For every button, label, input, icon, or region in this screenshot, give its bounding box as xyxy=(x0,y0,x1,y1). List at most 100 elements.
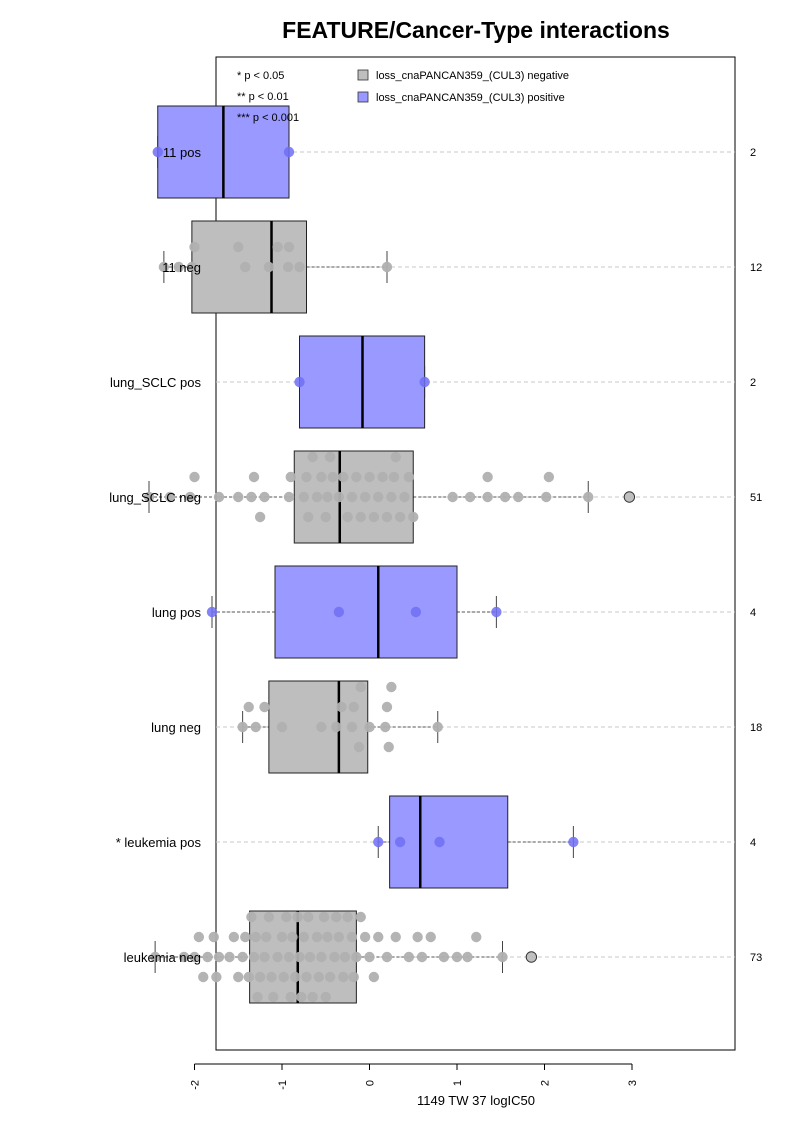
category-label: leukemia neg xyxy=(124,950,201,965)
data-point xyxy=(278,971,289,983)
data-point xyxy=(240,261,251,273)
category-row: 11 neg 12 xyxy=(158,220,762,314)
data-point xyxy=(213,951,225,963)
data-point xyxy=(250,931,261,943)
data-point xyxy=(403,951,415,963)
data-point xyxy=(233,491,244,503)
chart-title: FEATURE/Cancer-Type interactions xyxy=(282,17,670,43)
data-point xyxy=(320,991,331,1003)
category-label: * leukemia pos xyxy=(116,835,202,850)
data-point xyxy=(193,931,205,943)
data-point xyxy=(292,911,303,923)
data-point xyxy=(259,491,270,503)
data-point xyxy=(246,911,257,923)
outlier-point xyxy=(525,951,538,963)
data-point xyxy=(364,721,375,733)
data-point xyxy=(294,261,305,273)
data-point xyxy=(224,951,235,963)
data-point xyxy=(390,931,401,943)
x-tick-label: 3 xyxy=(627,1080,639,1086)
data-point xyxy=(324,451,336,463)
data-point xyxy=(189,471,200,483)
data-point xyxy=(307,451,318,463)
data-point xyxy=(399,491,410,503)
data-point xyxy=(276,931,288,943)
data-point xyxy=(313,971,324,983)
category-row: 11 pos 2 xyxy=(152,105,756,199)
data-point xyxy=(208,931,219,943)
data-point xyxy=(149,951,161,963)
data-point xyxy=(248,951,260,963)
category-label: lung_SCLC neg xyxy=(109,490,201,505)
data-point xyxy=(243,701,254,713)
data-point xyxy=(173,261,184,273)
data-point xyxy=(364,951,375,963)
data-point xyxy=(342,911,353,923)
data-point xyxy=(252,991,263,1003)
sample-count-label: 2 xyxy=(750,377,756,389)
data-point xyxy=(380,721,391,733)
data-point xyxy=(237,721,248,733)
data-point xyxy=(412,931,423,943)
data-point xyxy=(268,991,279,1003)
data-point xyxy=(471,931,482,943)
data-point xyxy=(351,951,362,963)
data-point xyxy=(303,511,314,523)
x-tick-label: -2 xyxy=(190,1080,202,1090)
significance-legend-item: * p < 0.05 xyxy=(237,70,284,82)
data-point xyxy=(263,261,275,273)
data-point xyxy=(272,951,283,963)
data-point xyxy=(184,491,196,503)
data-point xyxy=(311,491,323,503)
sample-count-label: 2 xyxy=(750,147,756,159)
data-point xyxy=(316,471,327,483)
data-point xyxy=(287,931,298,943)
data-point xyxy=(296,991,307,1003)
data-point xyxy=(206,606,218,618)
data-point xyxy=(348,701,359,713)
data-point xyxy=(228,931,240,943)
data-point xyxy=(381,261,393,273)
data-point xyxy=(254,511,266,523)
data-point xyxy=(394,511,406,523)
data-point xyxy=(381,951,393,963)
legend-label: loss_cnaPANCAN359_(CUL3) positive xyxy=(376,92,565,104)
data-point xyxy=(388,471,400,483)
data-point xyxy=(338,971,349,983)
category-row: * leukemia pos 4 xyxy=(116,795,756,889)
data-point xyxy=(390,451,401,463)
data-point xyxy=(298,491,310,503)
x-tick-label: 1 xyxy=(452,1080,464,1086)
data-point xyxy=(482,471,493,483)
data-point xyxy=(327,471,338,483)
data-point xyxy=(329,951,340,963)
data-point xyxy=(416,951,428,963)
sample-count-label: 18 xyxy=(750,722,762,734)
data-point xyxy=(513,491,524,503)
data-point xyxy=(322,931,333,943)
data-point xyxy=(583,491,594,503)
category-row: lung_SCLC pos 2 xyxy=(110,335,756,429)
data-point xyxy=(381,511,393,523)
data-point xyxy=(248,471,260,483)
data-point xyxy=(322,491,333,503)
x-axis-label: 1149 TW 37 logIC50 xyxy=(417,1093,535,1108)
category-label: lung pos xyxy=(152,605,202,620)
data-point xyxy=(394,836,406,848)
sample-count-label: 4 xyxy=(750,607,756,619)
category-rows: 11 pos 2 11 neg 12 lung_SCLC pos 2 lung_SCLC n… xyxy=(109,105,762,1004)
significance-legend-item: ** p < 0.01 xyxy=(237,91,289,103)
data-point xyxy=(333,491,345,503)
x-tick-label: -1 xyxy=(277,1080,289,1090)
data-point xyxy=(331,911,342,923)
data-point xyxy=(377,471,388,483)
data-point xyxy=(482,491,493,503)
data-point xyxy=(233,971,244,983)
box xyxy=(274,565,458,659)
data-point xyxy=(186,261,198,273)
data-point xyxy=(285,471,296,483)
data-point xyxy=(464,491,476,503)
data-point xyxy=(364,471,375,483)
data-point xyxy=(303,911,314,923)
